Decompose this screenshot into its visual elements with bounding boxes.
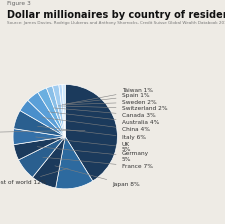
Text: Rest of world 12%: Rest of world 12% — [0, 168, 68, 185]
Text: Dollar millionaires by country of residence: Dollar millionaires by country of reside… — [7, 10, 225, 20]
Text: France 7%: France 7% — [43, 157, 153, 169]
Text: Canada 3%: Canada 3% — [54, 108, 155, 118]
Wedge shape — [18, 137, 65, 177]
Wedge shape — [65, 84, 117, 181]
Text: Figure 3: Figure 3 — [7, 1, 31, 6]
Wedge shape — [56, 137, 93, 189]
Wedge shape — [14, 110, 65, 137]
Text: Italy 6%: Italy 6% — [38, 126, 146, 140]
Wedge shape — [52, 85, 65, 137]
Wedge shape — [59, 84, 65, 137]
Text: China 4%: China 4% — [42, 118, 150, 132]
Wedge shape — [28, 92, 65, 137]
Wedge shape — [46, 86, 65, 137]
Text: Source: James Davies, Rodrigo Lluberas and Anthony Shorrocks, Credit Suisse Glob: Source: James Davies, Rodrigo Lluberas a… — [7, 21, 225, 25]
Text: USA 42%: USA 42% — [0, 130, 85, 135]
Text: Spain 1%: Spain 1% — [65, 93, 149, 104]
Text: Australia 4%: Australia 4% — [48, 112, 159, 125]
Text: Japan 8%: Japan 8% — [55, 166, 140, 187]
Text: UK
5%: UK 5% — [36, 137, 131, 153]
Wedge shape — [62, 84, 65, 137]
Text: Taiwan 1%: Taiwan 1% — [67, 88, 153, 104]
Wedge shape — [20, 100, 65, 137]
Wedge shape — [14, 137, 65, 160]
Text: Sweden 2%: Sweden 2% — [62, 100, 156, 105]
Wedge shape — [13, 129, 65, 145]
Wedge shape — [38, 88, 65, 137]
Text: Switzerland 2%: Switzerland 2% — [58, 106, 167, 111]
Text: Germany
5%: Germany 5% — [37, 147, 149, 162]
Wedge shape — [33, 137, 65, 188]
